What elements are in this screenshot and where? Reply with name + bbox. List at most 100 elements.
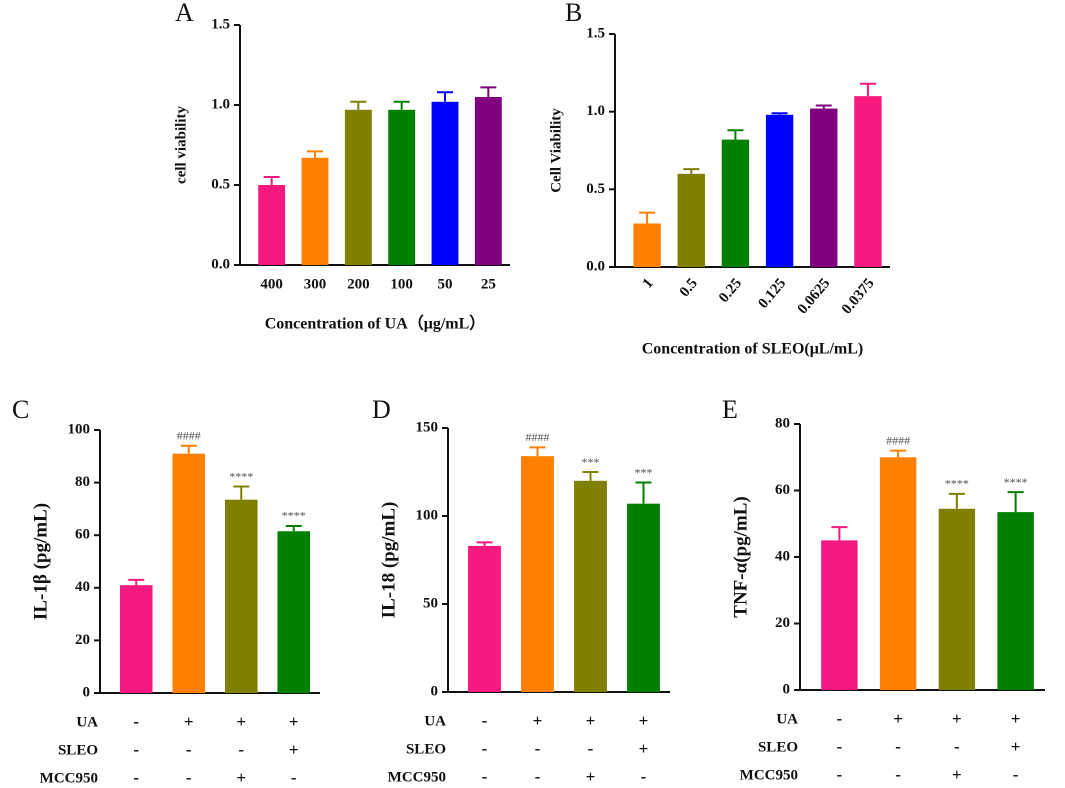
x-tick-label: 400 bbox=[260, 276, 283, 292]
y-tick-label: 0.5 bbox=[211, 176, 230, 192]
x-tick-label: 0.0375 bbox=[839, 275, 878, 317]
bar bbox=[633, 223, 661, 267]
error-bar bbox=[815, 104, 832, 109]
condition-sign: - bbox=[535, 767, 541, 786]
condition-name: UA bbox=[424, 713, 446, 729]
x-tick-label: 0.0625 bbox=[795, 275, 834, 317]
panel-label: E bbox=[722, 395, 738, 424]
significance-label: #### bbox=[886, 433, 910, 447]
y-axis-label: Cell Viability bbox=[548, 108, 564, 193]
condition-sign: - bbox=[588, 739, 594, 758]
condition-sign: + bbox=[893, 709, 903, 728]
bar bbox=[344, 109, 372, 265]
bar bbox=[821, 540, 858, 690]
y-tick-label: 1.0 bbox=[211, 96, 230, 112]
bar bbox=[721, 139, 750, 267]
x-tick-label: 0.25 bbox=[716, 275, 745, 305]
error-bar bbox=[639, 211, 656, 224]
condition-name: SLEO bbox=[758, 739, 798, 755]
error-bar bbox=[263, 176, 280, 185]
condition-sign: - bbox=[1013, 765, 1019, 784]
significance-label: *** bbox=[635, 465, 653, 479]
error-bar bbox=[233, 485, 250, 500]
bar bbox=[810, 108, 838, 267]
condition-sign: - bbox=[238, 740, 244, 759]
x-tick-label: 300 bbox=[304, 276, 327, 292]
x-tick-label: 25 bbox=[481, 276, 496, 292]
condition-sign: + bbox=[952, 709, 962, 728]
condition-sign: + bbox=[289, 740, 299, 759]
y-tick-label: 80 bbox=[75, 474, 90, 490]
y-tick-label: 0.0 bbox=[586, 258, 605, 274]
condition-sign: - bbox=[291, 768, 297, 787]
y-axis-label: IL-1β (pg/mL) bbox=[30, 503, 51, 620]
significance-label: **** bbox=[282, 509, 306, 523]
condition-name: MCC950 bbox=[40, 770, 98, 786]
condition-name: SLEO bbox=[406, 741, 446, 757]
x-axis-label: Concentration of SLEO(μL/mL) bbox=[642, 341, 864, 358]
condition-sign: - bbox=[895, 737, 901, 756]
condition-name: MCC950 bbox=[740, 767, 798, 783]
condition-sign: - bbox=[133, 712, 139, 731]
error-bar bbox=[831, 526, 848, 541]
error-bar bbox=[128, 578, 145, 586]
panel-label: A bbox=[175, 0, 194, 27]
y-axis-label: TNF-α(pg/mL) bbox=[730, 496, 751, 617]
x-tick-label: 100 bbox=[390, 276, 413, 292]
bar bbox=[765, 114, 794, 267]
y-tick-label: 20 bbox=[775, 615, 790, 631]
y-tick-label: 1.5 bbox=[586, 25, 605, 41]
significance-label: **** bbox=[1004, 475, 1028, 489]
bar bbox=[388, 109, 416, 265]
significance-label: **** bbox=[229, 469, 253, 483]
y-tick-label: 0 bbox=[783, 681, 791, 697]
error-bar bbox=[393, 100, 410, 110]
condition-name: UA bbox=[76, 714, 98, 730]
condition-sign: - bbox=[837, 709, 843, 728]
condition-sign: + bbox=[1011, 737, 1021, 756]
bar bbox=[258, 185, 286, 265]
error-bar bbox=[727, 129, 744, 140]
condition-name: SLEO bbox=[58, 742, 98, 758]
condition-name: MCC950 bbox=[388, 769, 446, 785]
condition-sign: - bbox=[186, 740, 192, 759]
error-bar bbox=[437, 91, 453, 102]
bar bbox=[879, 457, 917, 690]
error-bar bbox=[285, 524, 302, 532]
condition-sign: + bbox=[533, 711, 543, 730]
y-tick-label: 100 bbox=[416, 507, 439, 523]
error-bar bbox=[771, 112, 788, 115]
condition-sign: + bbox=[952, 765, 962, 784]
bar bbox=[627, 503, 660, 692]
condition-sign: - bbox=[186, 768, 192, 787]
condition-sign: + bbox=[236, 768, 246, 787]
bar bbox=[431, 101, 459, 265]
condition-sign: - bbox=[482, 767, 488, 786]
panel-label: B bbox=[565, 0, 582, 27]
panel-label: D bbox=[372, 395, 391, 424]
y-axis-label: IL-18 (pg/mL) bbox=[378, 502, 399, 619]
x-tick-label: 0.125 bbox=[755, 275, 789, 311]
bar bbox=[574, 480, 607, 692]
x-axis-label: Concentration of UA（μg/mL） bbox=[265, 315, 486, 333]
x-tick-label: 50 bbox=[438, 276, 453, 292]
error-bar bbox=[1007, 491, 1024, 513]
condition-sign: - bbox=[837, 765, 843, 784]
error-bar bbox=[890, 449, 907, 458]
error-bar bbox=[948, 492, 965, 509]
condition-sign: - bbox=[954, 737, 960, 756]
error-bar bbox=[480, 86, 497, 97]
condition-sign: + bbox=[586, 711, 596, 730]
bar bbox=[938, 508, 976, 690]
condition-sign: - bbox=[482, 711, 488, 730]
condition-sign: + bbox=[236, 712, 246, 731]
condition-sign: + bbox=[639, 739, 649, 758]
y-tick-label: 50 bbox=[423, 595, 438, 611]
y-tick-label: 0 bbox=[431, 683, 439, 699]
error-bar bbox=[307, 150, 323, 158]
y-tick-label: 0.0 bbox=[211, 256, 230, 272]
condition-sign: + bbox=[184, 712, 194, 731]
bar bbox=[474, 97, 502, 265]
condition-sign: - bbox=[895, 765, 901, 784]
error-bar bbox=[683, 168, 700, 174]
